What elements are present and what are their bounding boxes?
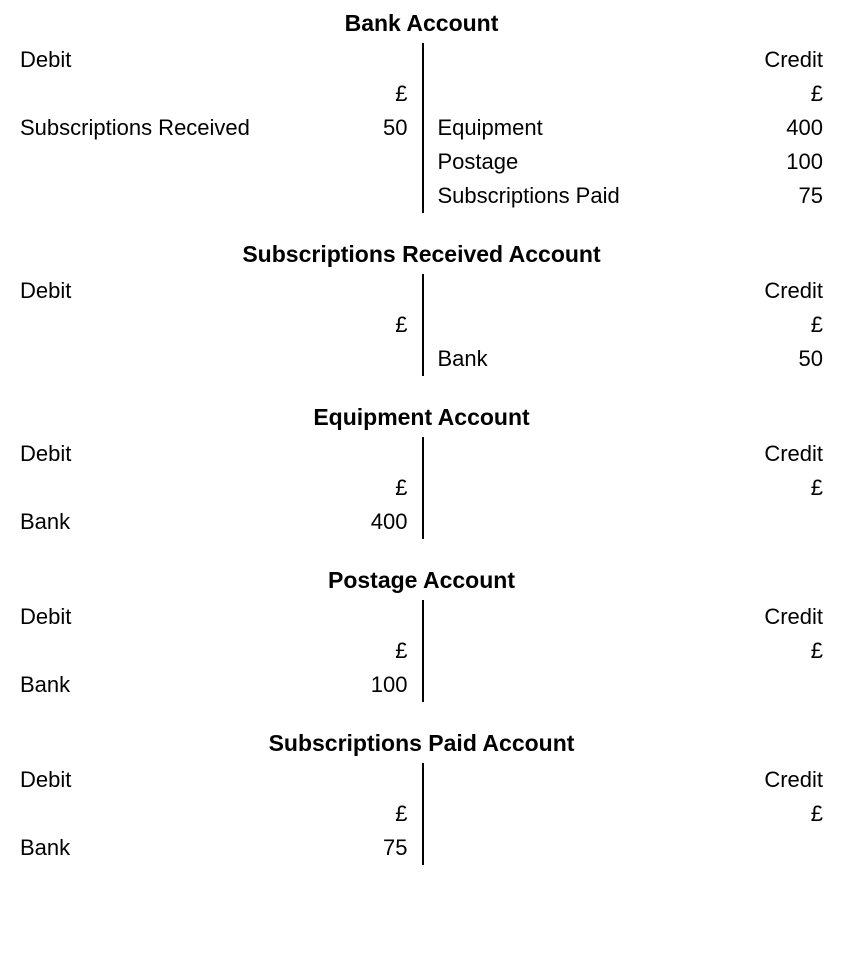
debit-currency: £ [20, 797, 408, 831]
credit-header: Credit [438, 43, 824, 77]
entry-label: Subscriptions Paid [438, 179, 620, 213]
t-account-body: Debit£Bank100Credit£ [20, 600, 823, 702]
t-account: Subscriptions Received AccountDebit£Cred… [20, 241, 823, 376]
t-account-body: Debit£Bank400Credit£ [20, 437, 823, 539]
credit-header: Credit [438, 763, 824, 797]
debit-header: Debit [20, 763, 408, 797]
entry-amount: 400 [348, 505, 408, 539]
credit-side: Credit£ [422, 763, 824, 865]
credit-currency: £ [438, 77, 824, 111]
debit-entry: Subscriptions Received 50 [20, 111, 408, 145]
blank-row [438, 505, 824, 539]
entry-amount: 50 [763, 342, 823, 376]
debit-currency: £ [20, 77, 408, 111]
account-title: Postage Account [20, 567, 823, 594]
entry-amount: 100 [348, 668, 408, 702]
account-title: Equipment Account [20, 404, 823, 431]
credit-currency: £ [438, 308, 824, 342]
debit-side: Debit£Subscriptions Received 50 [20, 43, 422, 213]
entry-amount: 75 [763, 179, 823, 213]
blank-row [438, 831, 824, 865]
debit-header: Debit [20, 274, 408, 308]
credit-currency: £ [438, 797, 824, 831]
entry-label: Postage [438, 145, 519, 179]
credit-side: Credit£Equipment400Postage100Subscriptio… [422, 43, 824, 213]
entry-label: Bank [438, 342, 488, 376]
credit-entry: Equipment 400 [438, 111, 824, 145]
credit-side: Credit£ [422, 600, 824, 702]
t-account: Equipment AccountDebit£Bank400Credit£ [20, 404, 823, 539]
credit-header: Credit [438, 600, 824, 634]
debit-header: Debit [20, 600, 408, 634]
t-account: Subscriptions Paid AccountDebit£Bank75Cr… [20, 730, 823, 865]
debit-header: Debit [20, 43, 408, 77]
blank-row [20, 145, 408, 179]
blank-row [20, 342, 408, 376]
t-account-body: Debit£Subscriptions Received50Credit£Equ… [20, 43, 823, 213]
debit-side: Debit£Bank 400 [20, 437, 422, 539]
debit-entry: Bank 400 [20, 505, 408, 539]
debit-currency: £ [20, 308, 408, 342]
debit-side: Debit£Bank 75 [20, 763, 422, 865]
ledger-container: Bank AccountDebit£Subscriptions Received… [20, 10, 823, 865]
debit-currency: £ [20, 634, 408, 668]
t-account-body: Debit£Credit£Bank50 [20, 274, 823, 376]
entry-label: Bank [20, 505, 70, 539]
credit-side: Credit£ [422, 437, 824, 539]
credit-currency: £ [438, 471, 824, 505]
credit-entry: Bank 50 [438, 342, 824, 376]
debit-currency: £ [20, 471, 408, 505]
account-title: Subscriptions Paid Account [20, 730, 823, 757]
credit-header: Credit [438, 274, 824, 308]
entry-amount: 100 [763, 145, 823, 179]
entry-label: Subscriptions Received [20, 111, 250, 145]
entry-amount: 400 [763, 111, 823, 145]
credit-entry: Subscriptions Paid 75 [438, 179, 824, 213]
credit-side: Credit£Bank 50 [422, 274, 824, 376]
debit-side: Debit£Bank 100 [20, 600, 422, 702]
debit-header: Debit [20, 437, 408, 471]
account-title: Bank Account [20, 10, 823, 37]
account-title: Subscriptions Received Account [20, 241, 823, 268]
t-account: Postage AccountDebit£Bank100Credit£ [20, 567, 823, 702]
entry-amount: 75 [348, 831, 408, 865]
credit-header: Credit [438, 437, 824, 471]
blank-row [438, 668, 824, 702]
credit-entry: Postage 100 [438, 145, 824, 179]
debit-entry: Bank 75 [20, 831, 408, 865]
t-account: Bank AccountDebit£Subscriptions Received… [20, 10, 823, 213]
blank-row [20, 179, 408, 213]
debit-side: Debit£ [20, 274, 422, 376]
entry-label: Bank [20, 668, 70, 702]
entry-label: Equipment [438, 111, 543, 145]
t-account-body: Debit£Bank75Credit£ [20, 763, 823, 865]
credit-currency: £ [438, 634, 824, 668]
entry-amount: 50 [348, 111, 408, 145]
debit-entry: Bank 100 [20, 668, 408, 702]
entry-label: Bank [20, 831, 70, 865]
